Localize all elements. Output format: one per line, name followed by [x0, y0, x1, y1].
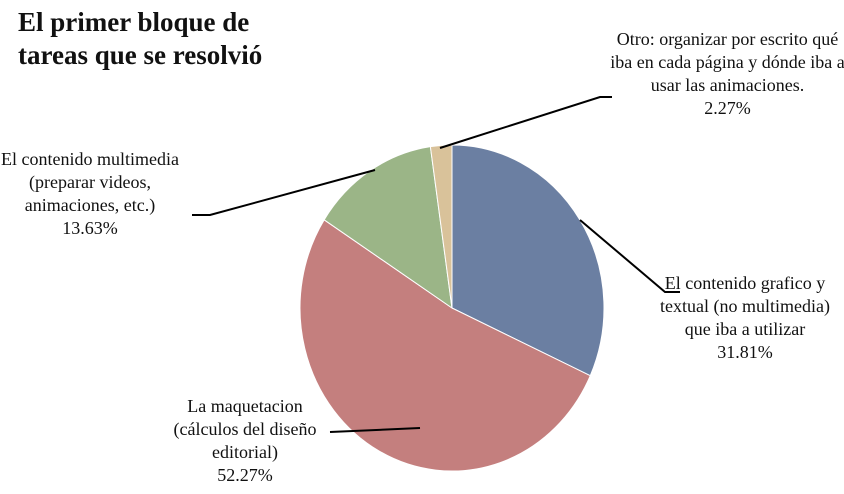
slice-value: 13.63%	[62, 218, 118, 238]
slice-label: Otro: organizar por escrito qué iba en c…	[610, 28, 844, 120]
leader-line	[579, 219, 680, 293]
chart-title: El primer bloque de tareas que se resolv…	[18, 7, 263, 70]
slice-name: El contenido multimedia (preparar videos…	[1, 149, 179, 215]
slice-value: 2.27%	[704, 98, 751, 118]
leader-line	[329, 427, 421, 433]
slice-value: 31.81%	[717, 342, 773, 362]
leader-line	[192, 169, 376, 216]
pie-slice	[299, 219, 591, 472]
slice-label: La maquetacion (cálculos del diseño edit…	[155, 395, 335, 487]
slice-name: Otro: organizar por escrito qué iba en c…	[610, 29, 844, 95]
slice-label: El contenido multimedia (preparar videos…	[0, 148, 180, 240]
pie-slice	[451, 144, 605, 377]
slice-name: La maquetacion (cálculos del diseño edit…	[173, 396, 317, 462]
leader-line	[439, 96, 612, 149]
slice-name: El contenido grafico y textual (no multi…	[660, 273, 830, 339]
slice-value: 52.27%	[217, 465, 273, 485]
slice-label: El contenido grafico y textual (no multi…	[655, 272, 835, 364]
